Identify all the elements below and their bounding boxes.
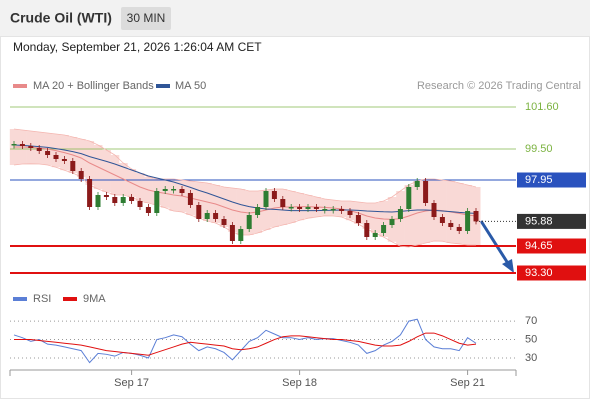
candle [53,155,59,159]
candle [28,146,34,148]
candle [339,209,345,211]
candle [11,144,17,146]
candle [171,189,177,191]
candle [19,144,25,146]
legend-label: MA 50 [175,80,206,92]
candle [288,207,294,209]
legend-label: 9MA [83,293,106,305]
legend-swatch [156,84,170,88]
candle [406,187,412,209]
y-tick-label: 70 [525,315,537,327]
level-box [517,213,586,229]
level-box [517,172,586,188]
candle [78,171,84,179]
candle [213,213,219,219]
candle [162,189,168,191]
candle [112,197,118,203]
bollinger-upper [13,128,477,204]
candle [129,197,135,201]
candle [36,148,42,151]
candle [423,181,429,203]
candle [246,215,252,229]
candle [381,225,387,233]
candle [322,209,328,211]
level-box [517,238,586,254]
candle [221,219,227,225]
candle [372,233,378,237]
candle [297,207,303,209]
header-bar [0,0,590,36]
candle [473,211,479,222]
x-tick-label: Sep 18 [282,377,317,389]
candle [439,217,445,223]
candle [448,223,454,227]
candle [238,229,244,241]
candle [280,199,286,207]
candle [196,205,202,219]
x-tick-label: Sep 17 [114,377,149,389]
level-label: 95.88 [525,215,553,227]
candle [204,213,210,219]
candle [414,181,420,187]
source: Research © 2026 Trading Central [417,80,581,92]
candle [330,209,336,211]
candle [347,211,353,215]
timeframe-badge [121,7,171,30]
level-label: 94.65 [525,240,553,252]
level-label: 93.30 [525,267,553,279]
candle [103,195,109,197]
candle [145,207,151,213]
candle [45,151,51,155]
indicator-line [13,318,477,364]
legend-label: MA 20 + Bollinger Bands [33,80,154,92]
forecast-arrowhead [502,259,514,273]
candle [61,159,67,161]
level-label: 99.50 [525,143,553,155]
timeframe: 30 MIN [127,11,166,25]
level-box [517,265,586,281]
candle [255,207,261,215]
candle [87,179,93,207]
candle [137,201,143,207]
legend-label: RSI [33,293,51,305]
timestamp: Monday, September 21, 2026 1:26:04 AM CE… [13,40,262,54]
candle [364,223,370,237]
candle [305,207,311,209]
level-label: 101.60 [525,101,559,113]
y-tick-label: 50 [525,333,537,345]
candle [465,211,471,231]
candle [187,193,193,205]
candle [229,225,235,241]
candle [456,227,462,231]
candle [355,215,361,223]
legend-swatch [63,297,77,301]
candle [389,219,395,225]
candle [70,161,76,171]
candle [271,191,277,199]
instrument-title: Crude Oil (WTI) [10,10,112,26]
y-tick-label: 30 [525,352,537,364]
x-tick-label: Sep 21 [450,377,485,389]
forecast-arrow [479,220,511,266]
candle [431,203,437,217]
candle [120,197,126,203]
candle [95,195,101,207]
candle [154,191,160,213]
indicator-line [14,332,477,356]
candle [313,207,319,209]
candle [179,189,185,193]
candle [263,191,269,207]
legend-swatch [13,297,27,301]
level-label: 97.95 [525,174,553,186]
legend-swatch [13,84,27,88]
candle [397,209,403,219]
